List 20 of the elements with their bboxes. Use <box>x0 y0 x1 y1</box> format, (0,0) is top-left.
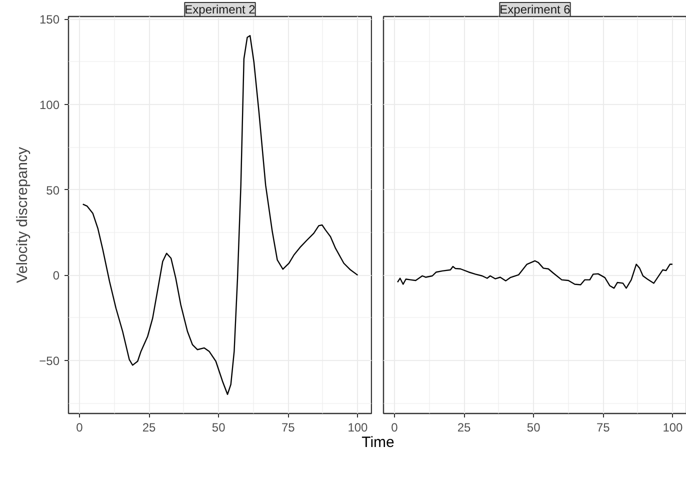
x-tick-label: 0 <box>391 420 398 434</box>
x-tick-label: 100 <box>348 420 368 434</box>
line-series <box>82 35 358 395</box>
x-tick-label: 25 <box>457 420 472 434</box>
x-tick-label: 25 <box>142 420 156 434</box>
y-axis-title: Velocity discrepancy <box>14 146 32 283</box>
x-tick-label: 50 <box>212 420 226 434</box>
y-tick-label: 0 <box>52 268 60 283</box>
chart-title: Experiment 2 <box>184 2 256 16</box>
x-tick-label: 75 <box>281 420 296 434</box>
y-tick-label: 50 <box>46 183 60 198</box>
y-tick-label: 150 <box>39 12 60 27</box>
x-tick-label: 0 <box>76 420 84 434</box>
x-tick-label: 75 <box>596 420 610 434</box>
chart-title: Experiment 6 <box>500 2 571 16</box>
y-tick-label: −50 <box>39 354 60 368</box>
x-tick-label: 100 <box>662 420 684 434</box>
x-axis-title: Time <box>362 433 394 453</box>
x-tick-label: 50 <box>526 420 541 434</box>
y-tick-label: 100 <box>39 98 60 112</box>
